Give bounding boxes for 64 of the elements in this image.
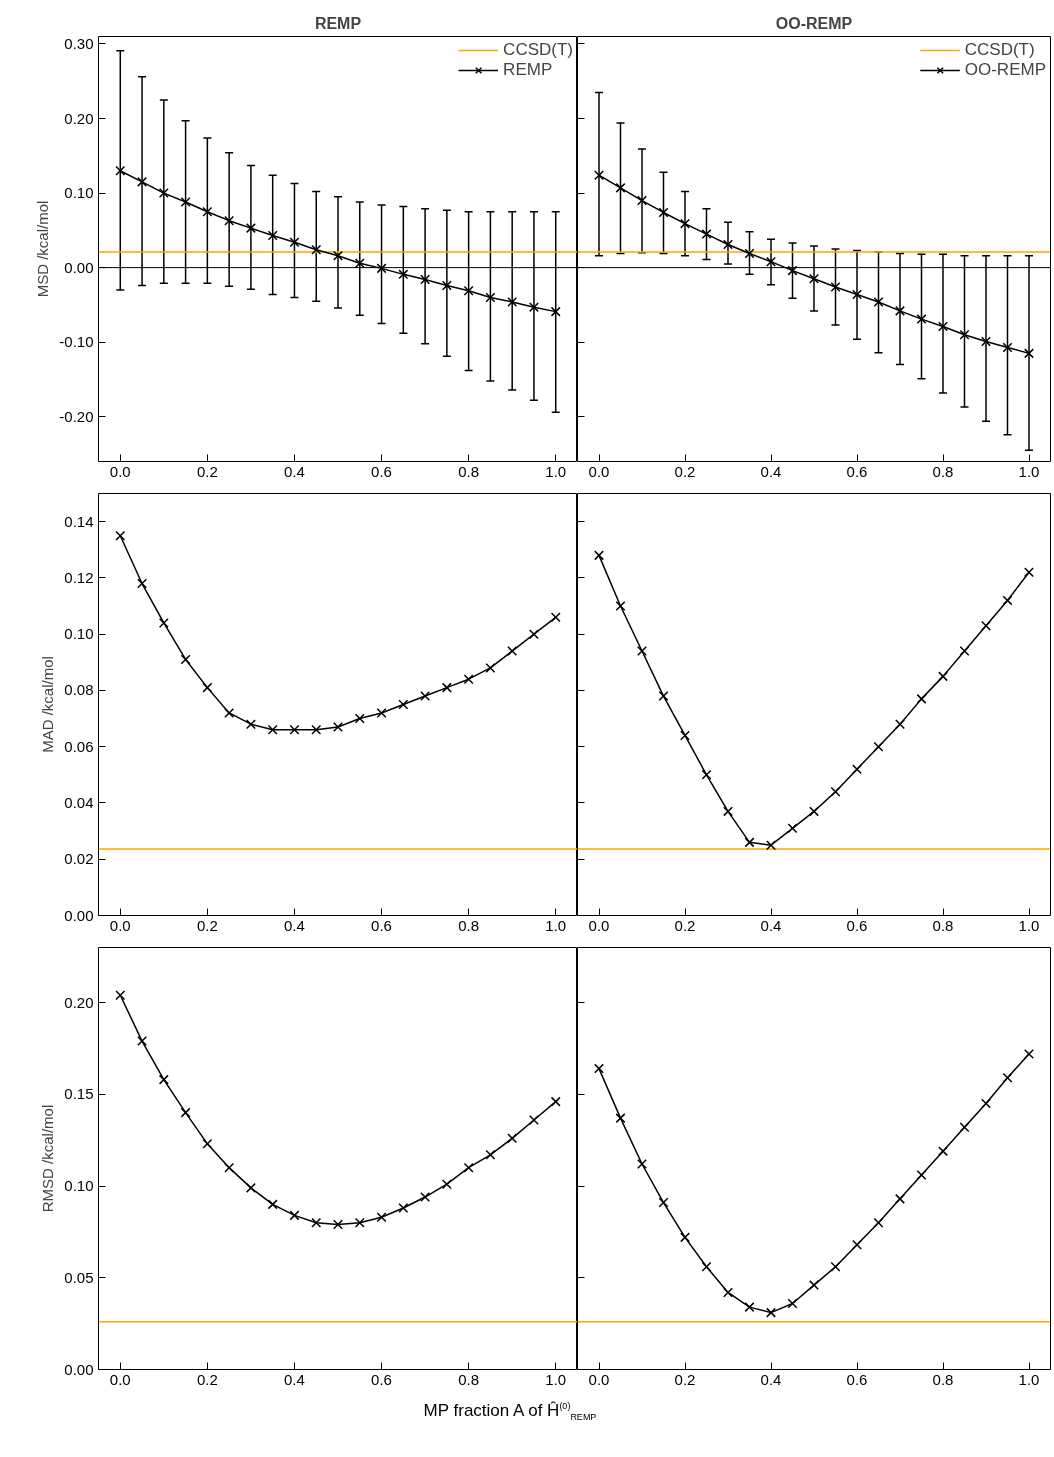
y-axis-title: MAD /kcal/mol	[39, 656, 57, 753]
x-tick-label: 0.2	[196, 1370, 218, 1388]
y-tick-label: 0.20	[64, 993, 94, 1011]
x-tick-label: 0.2	[674, 916, 696, 934]
x-tick-label: 0.4	[760, 462, 782, 480]
y-tick-label: 0.14	[64, 512, 94, 530]
x-tick-label: 1.0	[545, 916, 567, 934]
chart-title: REMP	[314, 14, 362, 32]
x-tick-label: 0.6	[846, 916, 868, 934]
y-tick-label: 0.00	[64, 1360, 94, 1378]
y-tick-label: 0.06	[64, 737, 94, 755]
legend-label: OO-REMP	[964, 60, 1046, 80]
y-tick-label: 0.02	[64, 850, 94, 868]
x-tick-label: 0.2	[196, 916, 218, 934]
x-tick-label: 0.0	[109, 916, 131, 934]
x-tick-label: 0.8	[932, 462, 954, 480]
x-tick-label: 0.4	[284, 462, 305, 480]
x-tick-label: 0.8	[458, 462, 480, 480]
x-tick-label: 0.6	[371, 462, 392, 480]
y-tick-label: 0.12	[64, 568, 94, 586]
chart-title: OO-REMP	[775, 14, 853, 32]
x-tick-label: 0.8	[932, 916, 954, 934]
x-tick-label: 0.0	[588, 462, 610, 480]
x-tick-label: 1.0	[1018, 1370, 1040, 1388]
y-tick-label: -0.20	[59, 407, 94, 425]
x-tick-label: 0.0	[588, 1370, 610, 1388]
x-tick-label: 0.6	[371, 1370, 392, 1388]
x-tick-label: 1.0	[1018, 462, 1040, 480]
legend-label: REMP	[503, 60, 553, 80]
y-tick-label: 0.04	[64, 793, 94, 811]
x-tick-label: 0.4	[284, 1370, 305, 1388]
x-tick-label: 0.0	[588, 916, 610, 934]
x-tick-label: 0.0	[109, 462, 131, 480]
x-tick-label: 0.6	[846, 462, 868, 480]
x-tick-label: 0.2	[196, 462, 218, 480]
x-tick-label: 0.4	[284, 916, 305, 934]
x-tick-label: 1.0	[1018, 916, 1040, 934]
y-axis-title: RMSD /kcal/mol	[39, 1104, 57, 1213]
x-tick-label: 0.8	[458, 916, 480, 934]
x-tick-label: 0.4	[760, 916, 782, 934]
legend-label: CCSD(T)	[964, 40, 1035, 60]
x-tick-label: 0.0	[109, 1370, 131, 1388]
y-tick-label: 0.20	[64, 109, 94, 127]
x-tick-label: 0.8	[932, 1370, 954, 1388]
x-tick-label: 0.8	[458, 1370, 480, 1388]
x-tick-label: 0.4	[760, 1370, 782, 1388]
x-tick-label: 1.0	[545, 462, 567, 480]
x-tick-label: 0.6	[846, 1370, 868, 1388]
y-tick-label: 0.10	[64, 1177, 94, 1195]
y-tick-label: 0.30	[64, 34, 94, 52]
y-tick-label: 0.15	[64, 1085, 94, 1103]
y-tick-label: 0.00	[64, 906, 94, 924]
x-tick-label: 1.0	[545, 1370, 567, 1388]
x-tick-label: 0.6	[371, 916, 392, 934]
y-axis-title: MSD /kcal/mol	[34, 200, 52, 298]
y-tick-label: 0.05	[64, 1268, 94, 1286]
x-tick-label: 0.2	[674, 462, 696, 480]
y-tick-label: 0.10	[64, 184, 94, 202]
y-tick-label: -0.10	[59, 333, 94, 351]
y-tick-label: 0.00	[64, 258, 94, 276]
legend-label: CCSD(T)	[503, 40, 573, 60]
y-tick-label: 0.10	[64, 625, 94, 643]
x-tick-label: 0.2	[674, 1370, 696, 1388]
y-tick-label: 0.08	[64, 681, 94, 699]
